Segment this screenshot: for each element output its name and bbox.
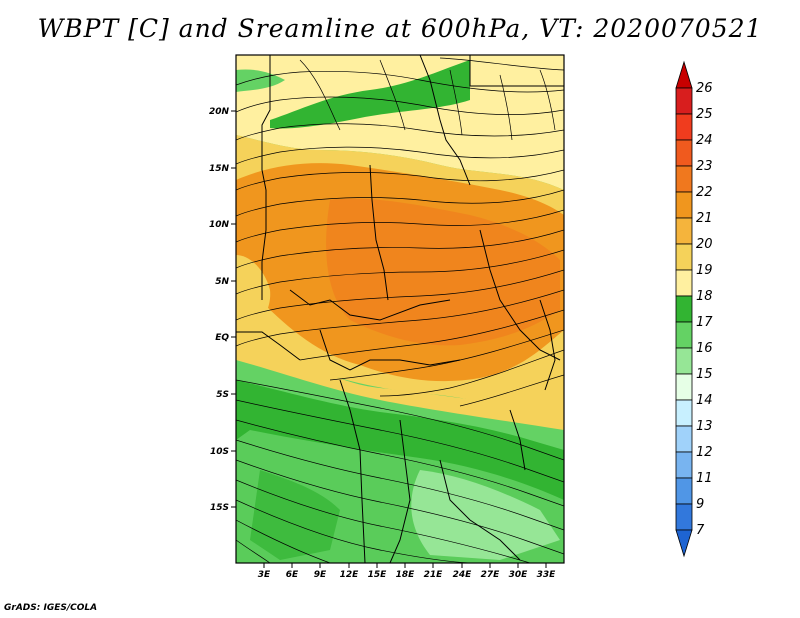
longitude-axis: 3E 6E 9E 12E 15E 18E 21E 24E 27E 30E 33E xyxy=(258,563,556,580)
colorbar-bin xyxy=(675,503,693,531)
colorbar-label: 9 xyxy=(696,497,704,512)
colorbar-bin xyxy=(675,295,693,323)
colorbar-bin xyxy=(675,451,693,479)
colorbar-bin xyxy=(675,399,693,427)
wbpt-fill xyxy=(236,55,564,563)
colorbar-bin xyxy=(675,60,693,89)
colorbar-label: 16 xyxy=(696,341,713,356)
colorbar-bin xyxy=(675,243,693,271)
lat-tick-label: 20N xyxy=(209,107,230,117)
colorbar-label: 13 xyxy=(696,419,713,434)
colorbar-label: 20 xyxy=(696,237,713,252)
lon-tick-label: 15E xyxy=(368,570,388,580)
colorbar-label: 19 xyxy=(696,263,713,278)
map-title: WBPT [C] and Sreamline at 600hPa, VT: 20… xyxy=(37,14,763,43)
colorbar-bin xyxy=(675,191,693,219)
colorbar-label: 15 xyxy=(696,367,713,382)
colorbar-bin xyxy=(675,217,693,245)
lon-tick-label: 9E xyxy=(314,570,327,580)
colorbar-label: 18 xyxy=(696,289,713,304)
colorbar-label: 17 xyxy=(696,315,713,330)
colorbar-label: 11 xyxy=(696,471,713,486)
colorbar-label: 7 xyxy=(696,523,705,538)
lat-tick-label: 10N xyxy=(209,220,230,230)
lat-tick-label: EQ xyxy=(215,333,229,343)
lon-tick-label: 30E xyxy=(509,570,529,580)
colorbar-bin xyxy=(675,113,693,141)
colorbar-bin xyxy=(675,529,693,558)
streamlines xyxy=(236,57,564,563)
colorbar: 26 25 24 23 22 21 20 19 18 17 16 15 14 13 12 11 9 7 xyxy=(675,60,713,558)
country-borders xyxy=(236,55,564,563)
colorbar-bin xyxy=(675,139,693,167)
colorbar-bin xyxy=(675,425,693,453)
lon-tick-label: 27E xyxy=(481,570,501,580)
grads-credit: GrADS: IGES/COLA xyxy=(4,603,98,613)
lon-tick-label: 6E xyxy=(286,570,299,580)
lat-tick-label: 5N xyxy=(215,277,229,287)
colorbar-bin xyxy=(675,87,693,115)
colorbar-bin xyxy=(675,347,693,375)
colorbar-label: 24 xyxy=(696,133,713,148)
plot-frame xyxy=(235,54,565,564)
colorbar-bin xyxy=(675,165,693,193)
colorbar-bin xyxy=(675,269,693,297)
lon-tick-label: 12E xyxy=(340,570,360,580)
colorbar-bin xyxy=(675,477,693,505)
lat-tick-label: 15N xyxy=(209,164,230,174)
lon-tick-label: 18E xyxy=(396,570,416,580)
lat-tick-label: 15S xyxy=(210,503,229,513)
lat-tick-label: 5S xyxy=(216,390,229,400)
colorbar-label: 23 xyxy=(696,159,713,174)
colorbar-label: 12 xyxy=(696,445,713,460)
colorbar-bin xyxy=(675,321,693,349)
colorbar-label: 14 xyxy=(696,393,713,408)
lon-tick-label: 21E xyxy=(424,570,444,580)
lon-tick-label: 33E xyxy=(537,570,557,580)
lat-tick-label: 10S xyxy=(210,447,229,457)
colorbar-label: 25 xyxy=(696,107,713,122)
lon-tick-label: 24E xyxy=(453,570,473,580)
lon-tick-label: 3E xyxy=(258,570,271,580)
colorbar-label: 21 xyxy=(696,211,713,226)
colorbar-bin xyxy=(675,373,693,401)
colorbar-label: 26 xyxy=(696,81,713,96)
latitude-axis: 20N 15N 10N 5N EQ 5S 10S 15S xyxy=(209,107,236,513)
colorbar-label: 22 xyxy=(696,185,713,200)
